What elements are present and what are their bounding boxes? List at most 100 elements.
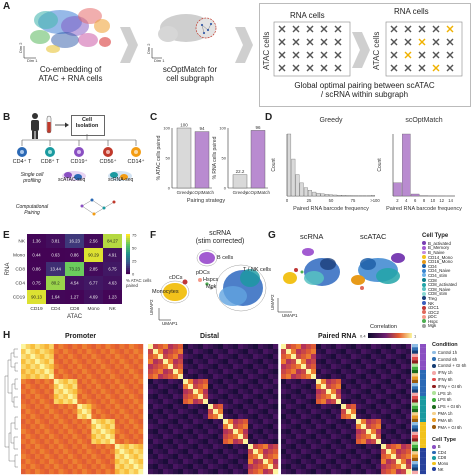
corr-cell: [91, 359, 97, 365]
corr-cell: [371, 374, 377, 380]
corr-cell: [110, 409, 116, 415]
condition-annotation: [412, 441, 418, 445]
corr-cell: [406, 399, 412, 405]
corr-cell: [158, 434, 164, 440]
heatmap-cell: [65, 262, 84, 276]
corr-cell: [67, 369, 73, 375]
corr-cell: [100, 459, 106, 465]
corr-cell: [82, 364, 87, 370]
corr-cell: [336, 469, 342, 475]
corr-cell: [198, 464, 204, 470]
corr-cell: [366, 349, 372, 355]
d-x-tick: 10: [431, 198, 436, 203]
corr-cell: [163, 419, 169, 425]
corr-cell: [253, 354, 259, 360]
corr-cell: [39, 374, 45, 380]
corr-cell: [208, 364, 214, 370]
corr-cell: [366, 369, 372, 375]
corr-cell: [67, 439, 73, 445]
corr-cell: [110, 374, 116, 380]
corr-cell: [96, 349, 101, 355]
corr-cell: [281, 399, 287, 405]
corr-cell: [258, 409, 264, 415]
corr-cell: [296, 469, 302, 475]
corr-cell: [268, 344, 274, 350]
corr-cell: [208, 449, 214, 455]
corr-cell: [296, 364, 302, 370]
corr-cell: [105, 359, 111, 365]
corr-cell: [341, 344, 347, 350]
corr-cell: [114, 369, 120, 375]
corr-cell: [114, 364, 120, 370]
corr-cell: [291, 414, 297, 420]
corr-cell: [321, 429, 327, 435]
corr-cell: [208, 374, 214, 380]
corr-cell: [213, 404, 219, 410]
corr-cell: [114, 469, 120, 475]
corr-cell: [128, 454, 134, 460]
corr-cell: [268, 429, 274, 435]
celltype-legend-label: Treg: [427, 295, 437, 301]
distal-correlation-heatmap: [148, 344, 279, 475]
corr-cell: [223, 354, 229, 360]
corr-cell: [173, 389, 179, 395]
corr-cell: [91, 389, 97, 395]
corr-cell: [193, 434, 199, 440]
corr-cell: [96, 419, 101, 425]
corr-cell: [128, 384, 134, 390]
corr-cell: [356, 349, 362, 355]
paired-rna-correlation-heatmap: [281, 344, 412, 475]
corr-cell: [336, 424, 342, 430]
corr-cell: [346, 354, 352, 360]
corr-cell: [63, 349, 69, 355]
corr-cell: [128, 434, 134, 440]
corr-cell: [228, 464, 234, 470]
celltype-legend-h-item: NK: [432, 466, 474, 472]
corr-cell: [148, 469, 154, 475]
celltype-legend-h-swatch: [432, 450, 436, 455]
corr-cell: [381, 364, 387, 370]
corr-cell: [49, 369, 55, 375]
corr-cell: [286, 364, 292, 370]
corr-cell: [91, 454, 97, 460]
corr-cell: [331, 434, 337, 440]
corr-cell: [173, 429, 179, 435]
corr-cell: [105, 424, 111, 430]
corr-cell: [110, 394, 116, 400]
corr-cell: [228, 429, 234, 435]
celltype-legend-swatch: [422, 314, 426, 319]
corr-cell: [371, 454, 377, 460]
corr-cell: [366, 409, 372, 415]
corr-cell: [49, 464, 55, 470]
pairing-grids: ATAC cells ATAC cells: [262, 21, 463, 77]
corr-cell: [391, 424, 397, 430]
corr-cell: [67, 459, 73, 465]
corr-cell: [96, 449, 101, 455]
corr-cell: [311, 389, 317, 395]
corr-cell: [128, 409, 134, 415]
corr-cell: [351, 444, 357, 450]
corr-cell: [21, 384, 26, 390]
corr-cell: [114, 444, 120, 450]
heatmap-col-label: CD8: [70, 306, 80, 312]
corr-cell: [35, 344, 40, 350]
corr-cell: [35, 429, 40, 435]
corr-cell: [296, 389, 302, 395]
corr-cell: [193, 409, 199, 415]
corr-cell: [58, 369, 64, 375]
corr-cell: [243, 384, 249, 390]
corr-cell: [173, 369, 179, 375]
celltype-annotation: [420, 454, 426, 458]
corr-cell: [356, 344, 362, 350]
corr-cell: [163, 389, 169, 395]
corr-cell: [391, 419, 397, 425]
corr-cell: [406, 424, 412, 430]
corr-cell: [114, 399, 120, 405]
heatmap-value: 4.63: [108, 281, 117, 286]
corr-cell: [25, 364, 31, 370]
heatmap-legend-swatch: [126, 242, 130, 245]
corr-cell: [336, 439, 342, 445]
corr-cell: [138, 454, 144, 460]
corr-cell: [203, 444, 209, 450]
corr-cell: [296, 399, 302, 405]
